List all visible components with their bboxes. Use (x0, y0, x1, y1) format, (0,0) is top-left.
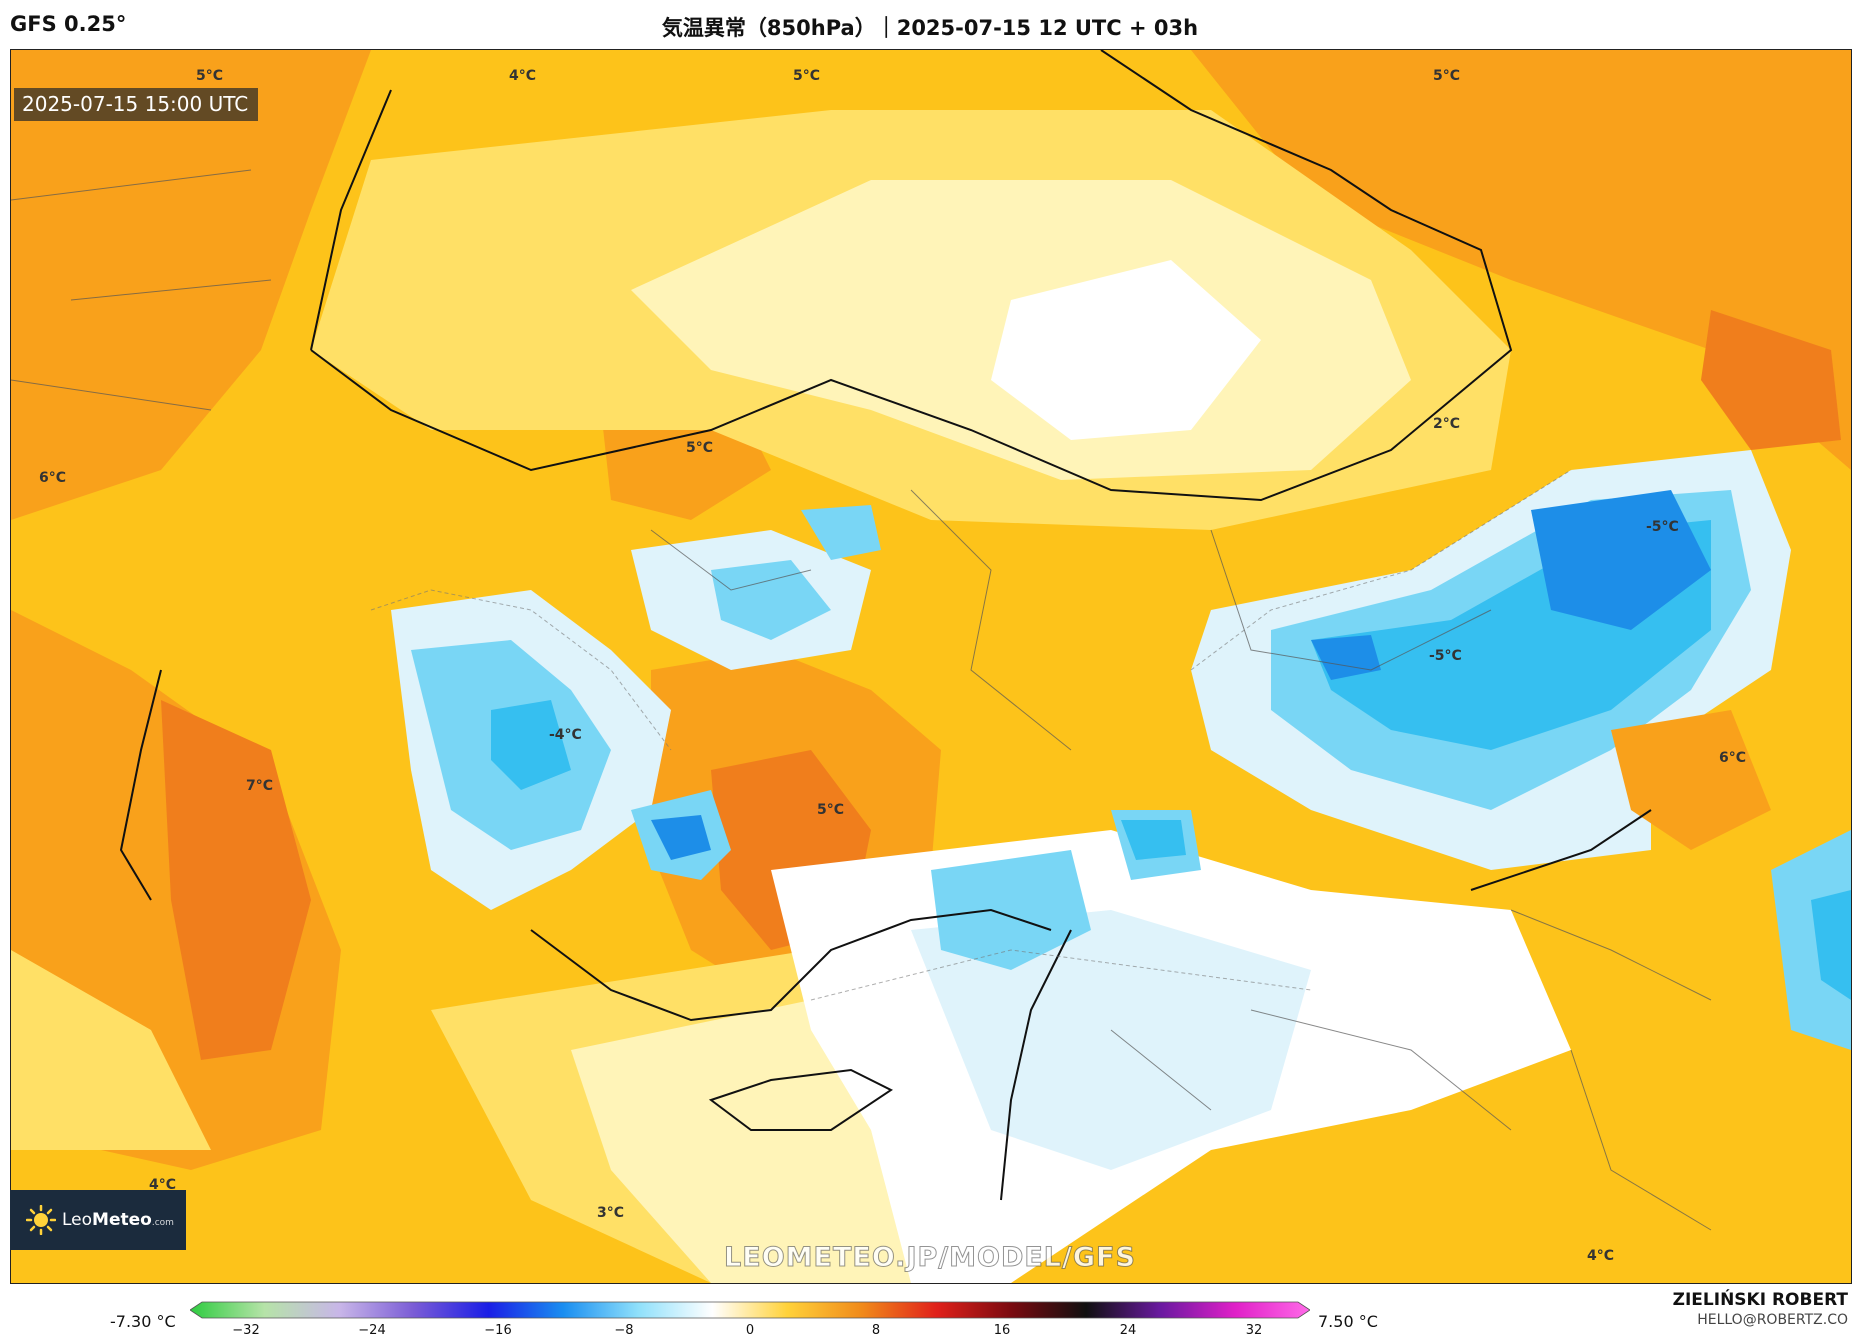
colorbar-tick-label: −8 (614, 1323, 634, 1338)
colorbar-tick-label: 0 (745, 1323, 755, 1338)
colorbar-tick-label: 32 (1245, 1323, 1263, 1338)
temperature-anomaly-map: 4°C 5°C 5°C 5°C 6°C 5°C 2°C -5°C -5°C -4… (11, 50, 1851, 1283)
author-email: HELLO@ROBERTZ.CO (1697, 1312, 1848, 1328)
contour-label: 4°C (1587, 1248, 1614, 1264)
author-block: ZIELIŃSKI ROBERT HELLO@ROBERTZ.CO (1673, 1290, 1848, 1328)
contour-label: 7°C (246, 778, 273, 794)
colorbar-tick-label: 8 (871, 1323, 881, 1338)
colorbar-tick-label: 16 (993, 1323, 1011, 1338)
source-watermark: LEOMETEO.JP/MODEL/GFS (724, 1242, 1136, 1274)
colorbar-tick-label: −32 (232, 1323, 260, 1338)
model-label: GFS 0.25° (10, 12, 127, 36)
contour-label: 5°C (196, 68, 223, 84)
colorbar-tick-label: −24 (358, 1323, 386, 1338)
contour-label: 6°C (39, 470, 66, 486)
contour-label: 6°C (1719, 750, 1746, 766)
contour-label: 5°C (793, 68, 820, 84)
contour-label: -5°C (1429, 648, 1462, 664)
anomaly-max-label: 7.50 °C (1318, 1312, 1378, 1331)
author-name: ZIELIŃSKI ROBERT (1672, 1290, 1848, 1310)
colorbar-tick-label: 24 (1119, 1323, 1137, 1338)
contour-label: 2°C (1433, 416, 1460, 432)
contour-label: 3°C (597, 1205, 624, 1221)
contour-label: 4°C (509, 68, 536, 84)
contour-label: 5°C (1433, 68, 1460, 84)
contour-label: -5°C (1646, 519, 1679, 535)
sun-icon (26, 1205, 56, 1235)
valid-time-badge: 2025-07-15 15:00 UTC (14, 88, 259, 121)
logo-wordmark: LeoMeteo.com (62, 1210, 174, 1230)
contour-label: 5°C (686, 440, 713, 456)
leometeo-logo: LeoMeteo.com (10, 1190, 186, 1250)
map-panel: 4°C 5°C 5°C 5°C 6°C 5°C 2°C -5°C -5°C -4… (10, 49, 1852, 1284)
chart-title: 気温異常（850hPa）｜2025-07-15 12 UTC + 03h (661, 16, 1199, 40)
contour-label: -4°C (549, 727, 582, 743)
colorbar (190, 1301, 1310, 1319)
colorbar-tick-label: −16 (484, 1323, 512, 1338)
contour-label: 4°C (149, 1177, 176, 1193)
contour-label: 5°C (817, 802, 844, 818)
anomaly-min-label: -7.30 °C (110, 1312, 176, 1331)
